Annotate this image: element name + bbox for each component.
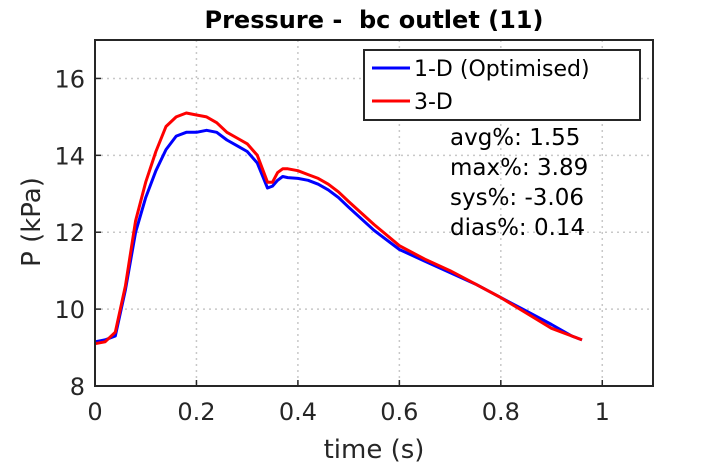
chart-title: Pressure - bc outlet (11): [205, 6, 544, 34]
grid-lines: [95, 40, 653, 386]
x-tick-label: 0: [87, 398, 102, 426]
annotation-max: max%: 3.89: [450, 155, 588, 181]
y-axis-label: P (kPa): [17, 177, 47, 267]
annotation-dias: dias%: 0.14: [450, 215, 585, 241]
x-tick-label: 0.8: [482, 398, 520, 426]
legend: 1-D (Optimised) 3-D: [363, 49, 641, 121]
y-tick-label: 16: [54, 65, 85, 93]
legend-label-1d: 1-D (Optimised): [414, 57, 590, 82]
annotation-sys: sys%: -3.06: [450, 185, 584, 211]
legend-box: [363, 49, 641, 121]
plot-frame: [94, 39, 654, 387]
x-axis-label: time (s): [324, 435, 425, 465]
legend-label-3d: 3-D: [414, 90, 453, 115]
y-tick-label: 10: [54, 296, 85, 324]
axis-tick-labels: 0 0.2 0.4 0.6 0.8 1 8 10 12 14 16: [54, 65, 609, 426]
x-tick-label: 0.6: [380, 398, 418, 426]
axis-ticks: [94, 77, 604, 387]
series-line-1d: [94, 128, 583, 344]
annotation-avg: avg%: 1.55: [450, 125, 580, 151]
error-stats: avg%: 1.55 max%: 3.89 sys%: -3.06 dias%:…: [450, 125, 588, 241]
y-tick-label: 14: [54, 142, 85, 170]
series-layer: [94, 111, 583, 346]
y-tick-label: 8: [70, 373, 85, 401]
x-tick-label: 0.2: [177, 398, 215, 426]
x-tick-label: 0.4: [279, 398, 317, 426]
x-tick-label: 1: [595, 398, 610, 426]
series-line-3d: [94, 111, 583, 346]
y-tick-label: 12: [54, 219, 85, 247]
